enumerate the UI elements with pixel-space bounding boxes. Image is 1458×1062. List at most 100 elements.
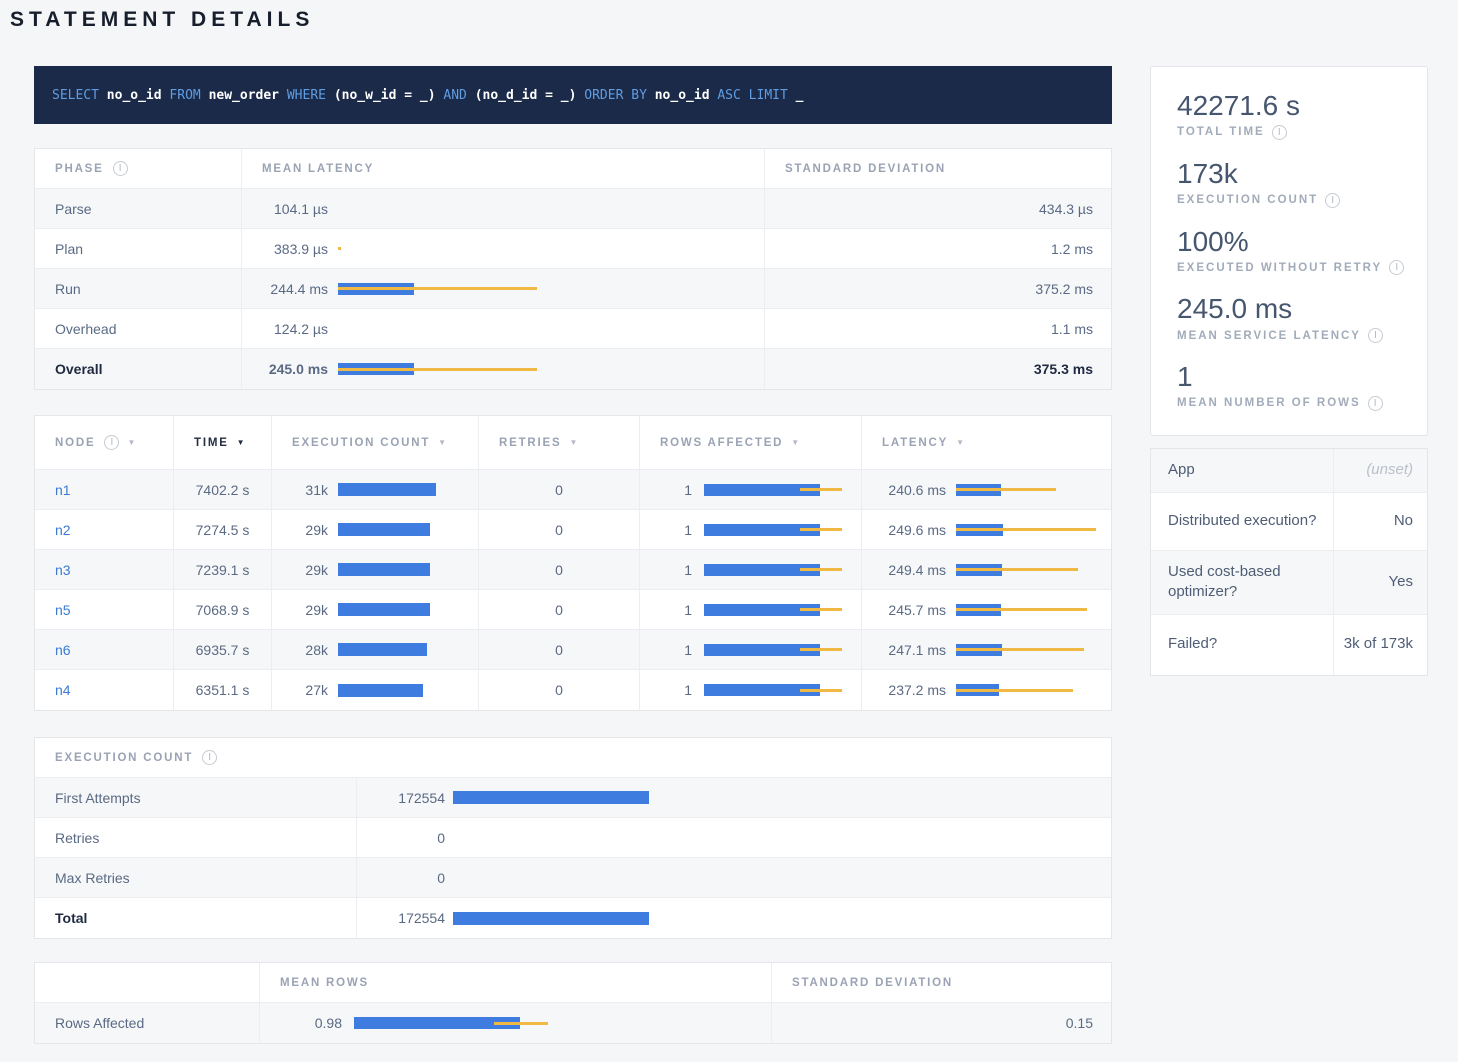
table-row: First Attempts172554 <box>35 778 1111 818</box>
retries-value: 0 <box>478 550 639 589</box>
node-statistics-table: NODEi▼TIME▼EXECUTION COUNT▼RETRIES▼ROWS … <box>34 415 1112 711</box>
stddev-bar-chart <box>338 603 468 616</box>
stddev-line <box>800 689 842 692</box>
retries-value: 0 <box>478 470 639 509</box>
sort-arrow-icon: ▼ <box>438 438 448 447</box>
table-row: Max Retries0 <box>35 858 1111 898</box>
column-header-label: LATENCY <box>882 437 948 449</box>
cell-value: 1 <box>640 642 692 658</box>
stddev-column-header: STANDARD DEVIATION <box>771 963 1113 1002</box>
node-cell: n6 <box>35 630 173 669</box>
latency-cell: 237.2 ms <box>861 670 1113 710</box>
details-value: Yes <box>1333 551 1427 614</box>
latency-cell: 247.1 ms <box>861 630 1113 669</box>
info-icon[interactable]: i <box>113 161 128 176</box>
execution-count-label: Max Retries <box>35 858 356 897</box>
info-icon[interactable]: i <box>1389 260 1404 275</box>
table-row: Rows Affected0.980.15 <box>35 1003 1111 1043</box>
column-header-execution-count[interactable]: EXECUTION COUNT▼ <box>271 416 478 469</box>
stddev-bar-chart <box>453 912 1093 925</box>
retries-value: 0 <box>478 510 639 549</box>
stat-value: 100% <box>1177 227 1417 258</box>
stddev-line <box>800 648 842 651</box>
node-link[interactable]: n4 <box>55 682 71 698</box>
mean-bar <box>453 791 649 804</box>
sql-keyword: ORDER BY <box>584 88 654 103</box>
sql-statement: SELECT no_o_id FROM new_order WHERE (no_… <box>52 88 803 103</box>
summary-stat: 1MEAN NUMBER OF ROWSi <box>1177 362 1417 411</box>
summary-stats-card: 42271.6 sTOTAL TIMEi173kEXECUTION COUNTi… <box>1150 66 1428 436</box>
details-value: (unset) <box>1333 449 1427 492</box>
column-header-rows-affected[interactable]: ROWS AFFECTED ▼ <box>639 416 861 469</box>
time-value: 6351.1 s <box>173 670 271 710</box>
cell-value: 1 <box>640 522 692 538</box>
sql-statement-box: SELECT no_o_id FROM new_order WHERE (no_… <box>34 66 1112 124</box>
mean-rows-column-header: MEAN ROWS <box>259 963 771 1002</box>
column-header-latency[interactable]: LATENCY▼ <box>861 416 1113 469</box>
blank-header-cell <box>35 963 259 1002</box>
node-cell: n3 <box>35 550 173 589</box>
info-icon[interactable]: i <box>1272 125 1287 140</box>
stat-label-text: MEAN SERVICE LATENCY <box>1177 330 1361 342</box>
cell-value: 245.0 ms <box>242 361 328 377</box>
column-header-node[interactable]: NODEi▼ <box>35 416 173 469</box>
execution-count-cell: 29k <box>271 590 478 629</box>
info-icon[interactable]: i <box>1368 396 1383 411</box>
table-row: n37239.1 s29k01249.4 ms <box>35 550 1111 590</box>
node-table-header: NODEi▼TIME▼EXECUTION COUNT▼RETRIES▼ROWS … <box>35 416 1111 470</box>
stddev-bar-chart <box>338 363 758 375</box>
node-link[interactable]: n6 <box>55 642 71 658</box>
stat-value: 173k <box>1177 159 1417 190</box>
stddev-bar-chart <box>704 644 854 656</box>
node-link[interactable]: n5 <box>55 602 71 618</box>
sql-keyword: FROM <box>169 88 208 103</box>
node-link[interactable]: n1 <box>55 482 71 498</box>
sql-identifier: (no_w_id = _) <box>334 88 444 103</box>
execution-count-value-cell: 172554 <box>356 898 1113 938</box>
sql-identifier: no_o_id <box>107 88 162 103</box>
node-link[interactable]: n3 <box>55 562 71 578</box>
cell-value: 1 <box>640 562 692 578</box>
stddev-bar-chart <box>956 604 1116 616</box>
column-header-label: ROWS AFFECTED <box>660 437 783 449</box>
sql-identifier <box>279 88 287 103</box>
sort-arrow-icon: ▼ <box>791 438 801 447</box>
stat-label: TOTAL TIMEi <box>1177 125 1417 140</box>
stddev-line <box>800 528 842 531</box>
table-row: Retries0 <box>35 818 1111 858</box>
time-value: 7239.1 s <box>173 550 271 589</box>
node-link[interactable]: n2 <box>55 522 71 538</box>
cell-value: 27k <box>272 682 328 698</box>
stat-label: MEAN NUMBER OF ROWSi <box>1177 396 1417 411</box>
execution-count-table: EXECUTION COUNT i First Attempts172554Re… <box>34 737 1112 939</box>
sql-identifier: no_o_id <box>655 88 710 103</box>
info-icon[interactable]: i <box>1325 193 1340 208</box>
execution-count-header: EXECUTION COUNT i <box>35 738 1111 778</box>
info-icon[interactable]: i <box>104 435 119 450</box>
stddev-bar-chart <box>338 643 468 656</box>
stddev-bar-chart <box>354 1017 554 1029</box>
info-icon[interactable]: i <box>202 750 217 765</box>
table-row: Overall245.0 ms375.3 ms <box>35 349 1111 389</box>
rows-affected-label: Rows Affected <box>35 1003 259 1043</box>
mean-bar <box>338 563 430 576</box>
sort-arrow-icon: ▼ <box>127 438 137 447</box>
execution-count-value-cell: 0 <box>356 858 1113 897</box>
stat-label: EXECUTION COUNTi <box>1177 193 1417 208</box>
node-cell: n1 <box>35 470 173 509</box>
execution-count-cell: 28k <box>271 630 478 669</box>
stddev-value: 375.3 ms <box>764 349 1113 389</box>
info-icon[interactable]: i <box>1368 328 1383 343</box>
column-header-time[interactable]: TIME▼ <box>173 416 271 469</box>
column-header-retries[interactable]: RETRIES▼ <box>478 416 639 469</box>
node-cell: n5 <box>35 590 173 629</box>
rows-affected-cell: 1 <box>639 470 861 509</box>
mean-bar <box>453 912 649 925</box>
stddev-value: 0.15 <box>771 1003 1113 1043</box>
cell-value: 247.1 ms <box>862 642 946 658</box>
table-row: n46351.1 s27k01237.2 ms <box>35 670 1111 710</box>
details-row: Failed?3k of 173k <box>1151 615 1427 675</box>
time-value: 6935.7 s <box>173 630 271 669</box>
stddev-bar-chart <box>956 644 1116 656</box>
sql-identifier: (no_d_id = _) <box>475 88 585 103</box>
